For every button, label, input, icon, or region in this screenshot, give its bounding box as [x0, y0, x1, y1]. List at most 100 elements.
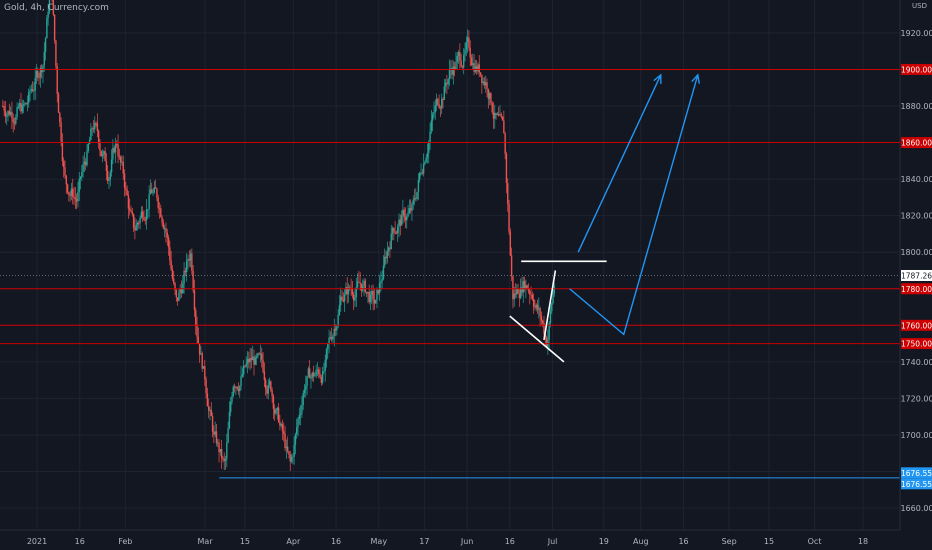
projection-dip-arrow[interactable]: [569, 74, 699, 336]
price-label-red-text: 1760.00: [901, 321, 932, 330]
candle-body: [223, 458, 225, 461]
candle-body: [334, 328, 337, 331]
candle-body: [448, 69, 451, 80]
candle-body: [85, 161, 87, 166]
candle-body: [37, 71, 39, 77]
candle-body: [125, 187, 127, 190]
projection-breakout-arrow[interactable]: [577, 74, 662, 253]
candle-body: [316, 369, 319, 371]
time-tick-label: 19: [599, 537, 609, 546]
horizontal-levels[interactable]: [0, 68, 900, 479]
candle-body: [188, 258, 190, 261]
candle-body: [218, 442, 220, 453]
current-price-label-box: [901, 269, 932, 281]
candle-body: [549, 311, 552, 324]
candle-body: [479, 72, 482, 75]
candle-body: [153, 187, 156, 193]
price-label-blue-box: [901, 478, 932, 490]
candle-body: [233, 386, 236, 388]
price-label-red-box: [901, 137, 932, 149]
candle-body: [545, 337, 548, 348]
candle-body: [478, 64, 480, 73]
time-axis[interactable]: 2021 16 Feb Mar 15 Apr 16 May 17 Jun 16 Jul 19 Aug 16 S…: [27, 537, 868, 546]
price-tick-label: 1840.00: [900, 175, 932, 184]
candle-body: [323, 370, 325, 372]
candle-body: [459, 52, 461, 61]
candle-body: [377, 289, 379, 294]
price-tick-label: 1720.00: [900, 394, 932, 403]
price-label-red-box: [901, 283, 932, 295]
candle-body: [140, 211, 143, 218]
candle-body: [434, 105, 436, 113]
candle-body: [518, 293, 521, 299]
candle-body: [266, 388, 268, 394]
candle-body: [301, 405, 303, 414]
candle-body: [207, 406, 210, 411]
candle-body: [307, 368, 310, 377]
candle-body: [180, 289, 183, 294]
wedge-lower-line[interactable]: [509, 315, 565, 363]
candle-body: [261, 353, 263, 361]
candle-body: [431, 114, 434, 121]
candle-body: [8, 111, 11, 115]
candle-body: [310, 377, 312, 379]
candle-body: [68, 192, 70, 196]
candle-body: [534, 306, 536, 308]
candle-body: [257, 353, 259, 357]
time-tick-label: Jun: [460, 537, 474, 546]
candle-body: [135, 225, 137, 231]
candle-body: [217, 442, 219, 444]
candle-body: [244, 365, 246, 367]
candle-body: [306, 376, 308, 386]
candle-body: [258, 353, 260, 355]
candle-body: [465, 42, 468, 50]
wedge-upper-line[interactable]: [543, 270, 557, 341]
candle-body: [371, 291, 373, 295]
candle-body: [522, 281, 524, 293]
candle-body: [296, 427, 298, 435]
candle-body: [232, 386, 234, 396]
candle-body: [543, 323, 545, 335]
candle-body: [391, 228, 394, 234]
candle-body: [513, 293, 515, 300]
candle-body: [87, 144, 89, 151]
candle-body: [355, 287, 357, 298]
candle-body: [333, 328, 335, 336]
candle-body: [210, 409, 212, 417]
candle-body: [299, 413, 302, 416]
time-tick-label: Apr: [286, 537, 301, 546]
candle-body: [148, 194, 150, 210]
candle-body: [236, 386, 238, 389]
candle-body: [466, 37, 469, 43]
candle-body: [378, 283, 381, 294]
candle-body: [252, 356, 254, 361]
candle-body: [553, 285, 556, 294]
candle-body: [222, 458, 224, 460]
candle-body: [340, 296, 342, 306]
candle-body: [272, 396, 275, 409]
candle-body: [196, 324, 198, 337]
candle-body: [491, 102, 493, 113]
candle-body: [169, 247, 171, 261]
candle-body: [264, 379, 267, 389]
drawings[interactable]: [509, 73, 701, 363]
candle-body: [312, 372, 315, 377]
candle-body: [22, 104, 25, 106]
symbol-title[interactable]: Gold, 4h, Currency.com: [4, 3, 109, 13]
candle-body: [157, 197, 159, 208]
candle-body: [416, 192, 418, 199]
time-tick-label: 2021: [27, 537, 47, 546]
candle-body: [464, 49, 466, 56]
candle-body: [47, 11, 49, 18]
candle-body: [158, 207, 161, 209]
candle-body: [443, 86, 446, 100]
candle-body: [197, 336, 200, 344]
candle-body: [424, 162, 426, 165]
candle-body: [119, 156, 122, 163]
candle-body: [394, 231, 396, 233]
candle-body: [487, 89, 490, 99]
candle-body: [118, 156, 121, 158]
candle-body: [429, 131, 431, 143]
time-tick-label: Jul: [547, 537, 558, 546]
